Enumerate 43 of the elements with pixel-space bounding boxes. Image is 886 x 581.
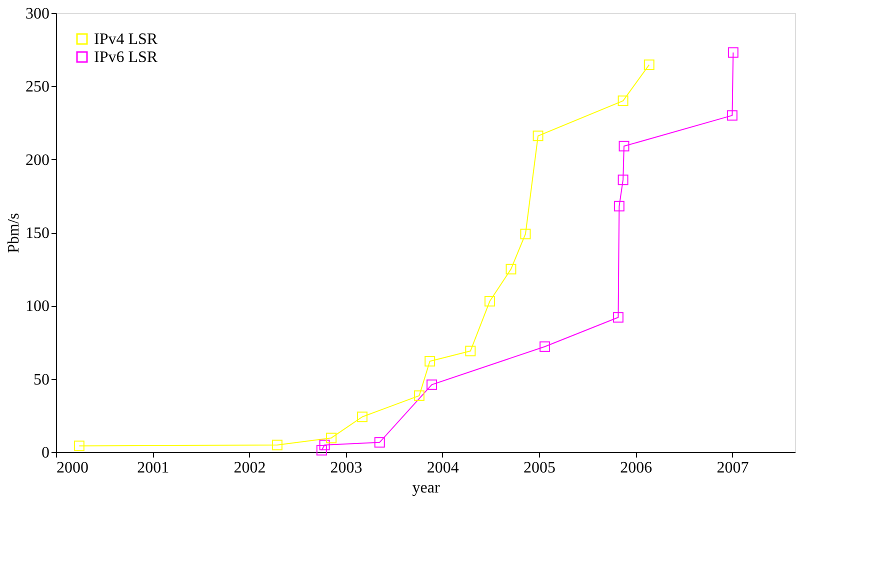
y-axis-title: Pbm/s bbox=[6, 212, 22, 254]
point bbox=[424, 356, 436, 367]
point bbox=[532, 130, 544, 142]
y-tick-label: 0 bbox=[42, 444, 50, 462]
x-tick-label: 2006 bbox=[620, 460, 652, 476]
point bbox=[520, 228, 531, 240]
point bbox=[618, 140, 630, 152]
point bbox=[618, 174, 628, 186]
point bbox=[614, 200, 624, 212]
y-tick-label: 150 bbox=[26, 225, 50, 242]
y-tick-label: 200 bbox=[26, 152, 50, 169]
legend-label: IPv4 LSR bbox=[94, 31, 158, 48]
y-tick-label: 100 bbox=[26, 298, 50, 316]
point bbox=[414, 390, 424, 401]
point bbox=[484, 296, 495, 307]
x-tick-label: 2001 bbox=[137, 460, 170, 476]
x-tick-label: 2007 bbox=[716, 460, 749, 476]
y-tick-label: 250 bbox=[26, 78, 50, 96]
point bbox=[728, 47, 738, 58]
point bbox=[74, 440, 84, 452]
x-tick-label: 2002 bbox=[234, 460, 266, 476]
point bbox=[618, 96, 628, 106]
point bbox=[316, 445, 327, 456]
y-tick-label: 300 bbox=[26, 6, 50, 22]
x-tick-label: 2000 bbox=[56, 460, 88, 476]
legend-label: IPv6 LSR bbox=[94, 49, 158, 66]
point bbox=[374, 437, 385, 448]
point bbox=[726, 110, 738, 121]
point bbox=[426, 379, 438, 390]
point bbox=[319, 440, 330, 450]
point bbox=[272, 440, 282, 450]
x-axis-title: year bbox=[412, 480, 440, 496]
point bbox=[465, 346, 476, 356]
y-tick-label: 50 bbox=[34, 371, 50, 388]
x-tick-label: 2004 bbox=[426, 460, 459, 476]
x-tick-label: 2005 bbox=[524, 460, 556, 476]
point bbox=[506, 264, 516, 274]
x-tick-label: 2003 bbox=[330, 460, 362, 476]
point bbox=[326, 432, 337, 444]
point bbox=[612, 312, 624, 323]
point bbox=[540, 341, 550, 352]
point bbox=[356, 412, 368, 422]
point bbox=[644, 60, 654, 70]
